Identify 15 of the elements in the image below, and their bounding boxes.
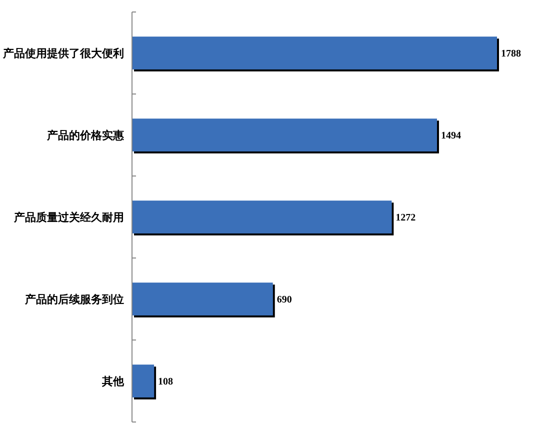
y-tick-label: 其他 xyxy=(101,374,125,388)
data-label: 108 xyxy=(158,376,174,388)
data-label: 1272 xyxy=(396,212,416,224)
data-label: 1788 xyxy=(501,48,521,60)
data-label: 1494 xyxy=(440,130,461,142)
bar xyxy=(132,200,392,234)
bar xyxy=(132,364,154,398)
bar xyxy=(132,118,437,152)
y-tick-label: 产品的后续服务到位 xyxy=(24,292,124,306)
bar xyxy=(132,36,497,70)
data-label: 690 xyxy=(276,294,292,306)
y-tick-label: 产品的价格实惠 xyxy=(46,128,125,142)
y-tick-label: 产品质量过关经久耐用 xyxy=(13,210,124,224)
bar xyxy=(132,282,273,316)
y-tick-label: 产品使用提供了很大便利 xyxy=(2,46,124,60)
